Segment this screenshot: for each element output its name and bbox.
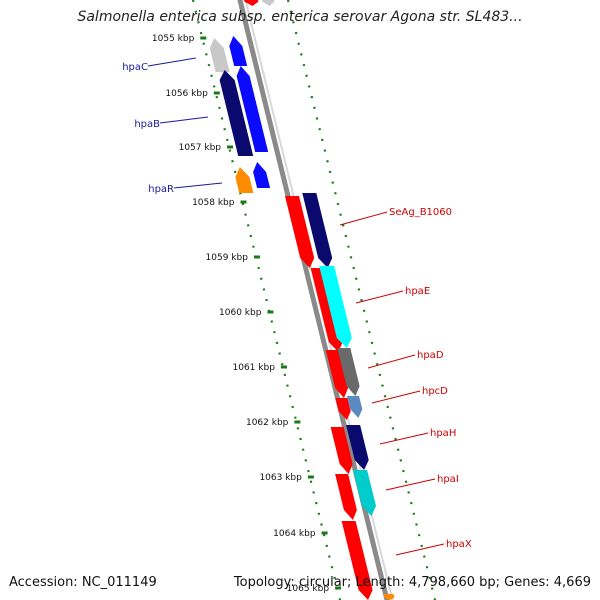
kbp-tick-label: 1057 kbp (179, 143, 222, 153)
feature-red-1 (285, 196, 315, 268)
left-leader-line (173, 182, 223, 189)
feature-hpcD (347, 396, 363, 418)
right-leader-line (395, 543, 445, 556)
right-leader-line (339, 211, 388, 226)
feature-red-3-shape (325, 350, 349, 398)
feature-red-7 (341, 521, 373, 600)
feature-hpaC-grey (209, 38, 230, 72)
kbp-tick-label: 1063 kbp (259, 473, 302, 483)
right-leader-line (371, 390, 421, 404)
feature-red-4 (335, 398, 351, 420)
feature-hpcD-shape (347, 396, 363, 418)
feature-hpaB-navy (219, 70, 254, 156)
gene-label-SeAg_B1060: SeAg_B1060 (389, 207, 452, 218)
feature-hpaD-shape (337, 348, 360, 396)
right-leader-line (355, 290, 404, 304)
feature-hpaB-shape (236, 66, 269, 152)
feature-hpaR-orange-shape (235, 167, 254, 193)
feature-hpaC (229, 36, 248, 66)
right-leader-line (379, 432, 429, 445)
feature-red-7-shape (341, 521, 373, 600)
feature-hpaE (319, 266, 352, 348)
kbp-tick-label: 1061 kbp (233, 363, 276, 373)
topology-label: Topology: circular; Length: 4,798,660 bp… (233, 575, 591, 590)
feature-red-4-shape (335, 398, 351, 420)
kbp-tick-label: 1060 kbp (219, 308, 262, 318)
feature-red-5-shape (330, 427, 353, 474)
feature-red-6 (335, 474, 357, 520)
feature-top-red (244, 0, 259, 6)
feature-hpaC-grey-shape (209, 38, 230, 72)
gene-label-hpaD: hpaD (417, 350, 444, 361)
feature-top-red-shape (244, 0, 259, 6)
feature-top-grey-shape (262, 0, 275, 6)
feature-red-1-shape (285, 196, 315, 268)
left-leader-line (159, 116, 209, 124)
right-leader-line (385, 478, 436, 491)
kbp-ticks: 1055 kbp 1056 kbp 1057 kbp 1058 kbp 1059 kbp… (152, 34, 342, 594)
kbp-tick-label: 1058 kbp (192, 198, 235, 208)
accession-label: Accession: NC_011149 (9, 575, 157, 590)
gene-label-hpcD: hpcD (422, 386, 448, 397)
feature-SeAg_B1060-shape (302, 193, 333, 268)
guide-right (286, 0, 437, 600)
gene-label-hpaR: hpaR (148, 184, 174, 195)
feature-hpaR-orange (235, 167, 254, 193)
gene-label-hpaI: hpaI (437, 474, 459, 485)
feature-top-grey (262, 0, 275, 6)
left-leader-line (147, 57, 197, 67)
feature-SeAg_B1060 (302, 193, 333, 268)
gene-label-hpaB: hpaB (134, 119, 160, 130)
feature-hpaD (337, 348, 360, 396)
feature-red-6-shape (335, 474, 357, 520)
feature-hpaB-navy-shape (219, 70, 254, 156)
feature-hpaI (353, 470, 376, 516)
feature-red-2-shape (310, 268, 343, 352)
feature-bottom-orange-shape (383, 594, 395, 600)
feature-hpaE-shape (319, 266, 352, 348)
kbp-tick-label: 1059 kbp (206, 253, 249, 263)
gene-label-hpaC: hpaC (122, 62, 148, 73)
feature-hpaC-shape (229, 36, 248, 66)
kbp-tick-label: 1055 kbp (152, 34, 195, 44)
feature-hpaH (346, 425, 369, 470)
kbp-tick-label: 1062 kbp (246, 418, 289, 428)
feature-red-3 (325, 350, 349, 398)
feature-hpaI-shape (353, 470, 376, 516)
feature-hpaR-shape (253, 162, 271, 188)
organism-title: Salmonella enterica subsp. enterica sero… (77, 9, 523, 25)
kbp-tick-label: 1064 kbp (273, 529, 316, 539)
right-gene-labels: SeAg_B1060 hpaE hpaD hpcD hpaH hpaI hpaX (339, 207, 472, 556)
guide-left (191, 0, 342, 600)
feature-hpaB (236, 66, 269, 152)
feature-hpaH-shape (346, 425, 369, 470)
feature-bottom-orange (383, 594, 395, 600)
feature-red-5 (330, 427, 353, 474)
guide-lines (191, 0, 437, 600)
gene-label-hpaX: hpaX (446, 539, 472, 550)
right-leader-line (367, 354, 416, 369)
left-gene-labels: hpaC hpaB hpaR (122, 57, 223, 195)
feature-hpaR (253, 162, 271, 188)
kbp-tick-label: 1056 kbp (165, 89, 208, 99)
gene-label-hpaH: hpaH (430, 428, 456, 439)
kbp-tick-label: 1065 kbp (287, 584, 330, 594)
gene-label-hpaE: hpaE (405, 286, 430, 297)
feature-red-2 (310, 268, 343, 352)
